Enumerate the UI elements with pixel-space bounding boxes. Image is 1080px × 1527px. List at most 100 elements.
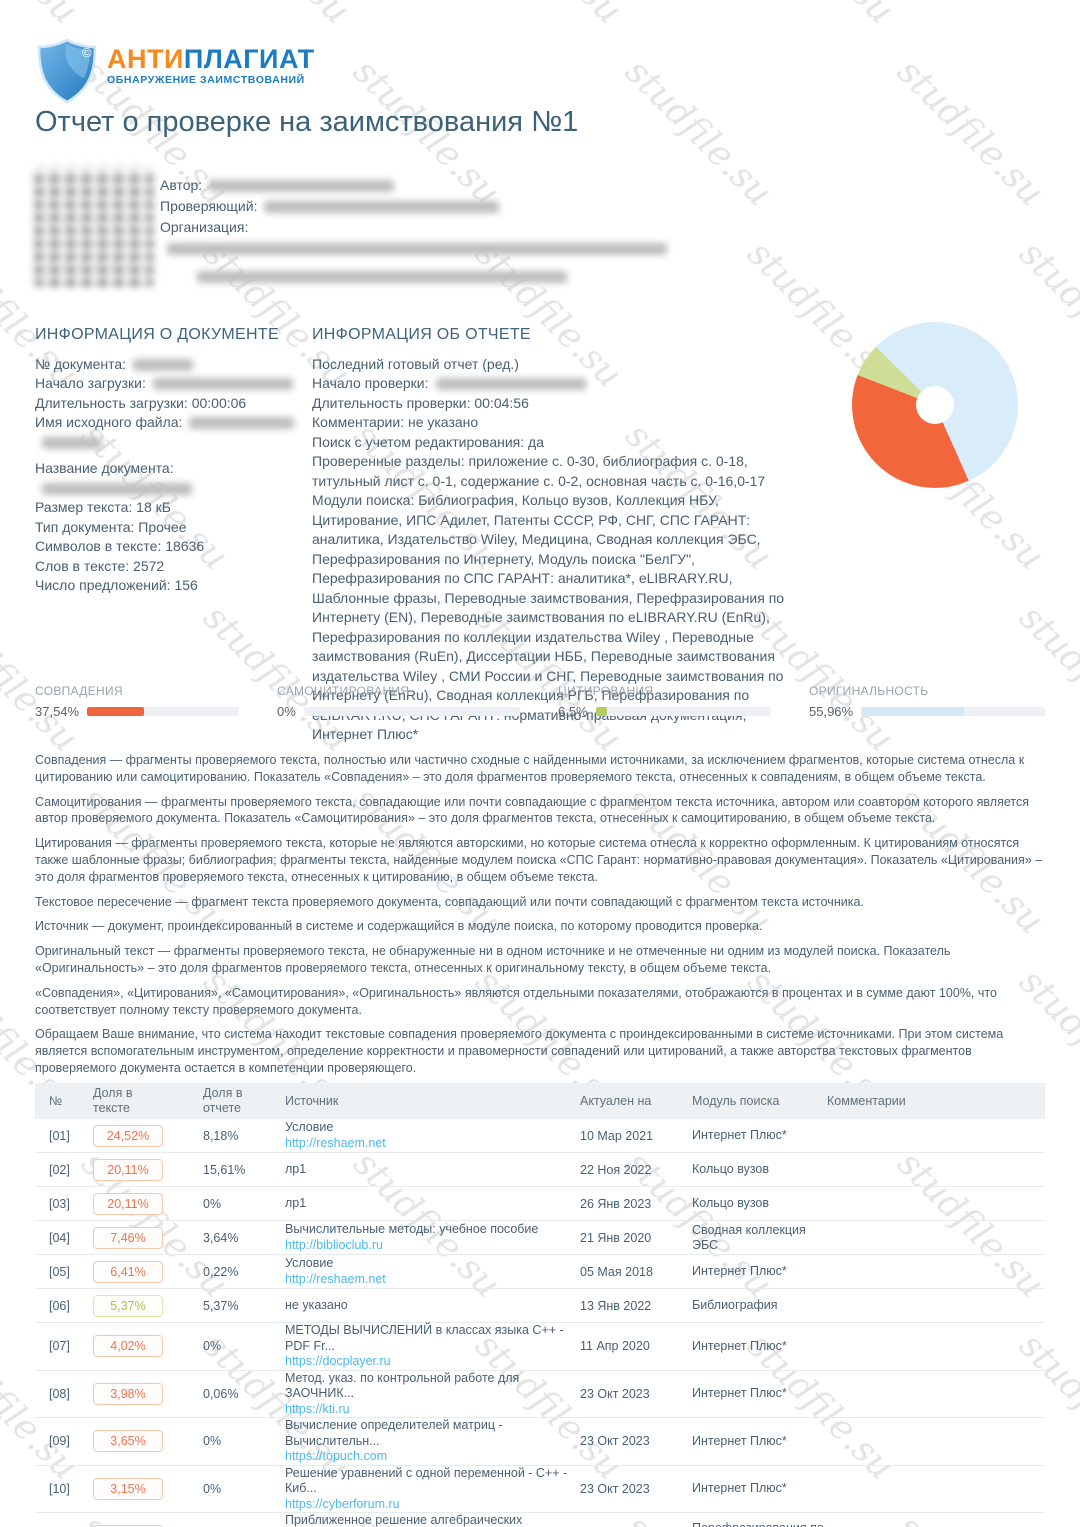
source-link[interactable]: https://kti.ru [285, 1401, 350, 1416]
info-label: Комментарии: [312, 414, 405, 430]
info-line: Проверенные разделы: приложение с. 0-30,… [312, 452, 809, 491]
share-in-text-cell: 3,13% [93, 1525, 203, 1527]
info-line: Тип документа: Прочее [35, 518, 301, 538]
actual-date: 05 Мая 2018 [580, 1264, 653, 1279]
source-title: лр1 [285, 1161, 307, 1176]
definition-paragraph: Оригинальный текст — фрагменты проверяем… [35, 944, 951, 975]
definition-paragraph: Обращаем Ваше внимание, что система нахо… [35, 1027, 1004, 1075]
source-cell: Метод. указ. по контрольной работе для З… [285, 1371, 580, 1418]
source-title: Вычислительные методы: учебное пособие [285, 1222, 539, 1236]
pie-donut-hole [916, 386, 954, 424]
share-in-report: 0% [203, 1481, 222, 1496]
redacted-value [209, 180, 395, 193]
share-in-report: 5,37% [203, 1298, 239, 1313]
info-line: Длительность проверки: 00:04:56 [312, 394, 809, 414]
metric-value: 55,96% [809, 704, 854, 719]
redacted-value [189, 417, 295, 430]
info-label: Символов в тексте: [35, 538, 162, 554]
info-label: Проверенные разделы: [312, 453, 465, 469]
source-link[interactable]: https://docplayer.ru [285, 1354, 391, 1368]
share-in-text-badge: 20,11% [93, 1158, 163, 1181]
share-in-text-badge: 5,37% [93, 1294, 163, 1317]
definition-paragraph: «Совпадения», «Цитирования», «Самоцитиро… [35, 985, 997, 1017]
metric-bar-track [861, 707, 1045, 716]
share-in-text-cell: 24,52% [93, 1124, 203, 1147]
info-line [190, 266, 735, 287]
section-heading: ИНФОРМАЦИЯ ОБ ОТЧЕТЕ [312, 326, 531, 343]
source-link[interactable]: http://reshaem.net [285, 1271, 386, 1286]
info-value: 00:04:56 [474, 394, 529, 411]
share-in-report: 3,64% [203, 1230, 239, 1245]
sources-table: № Доля в тексте Доля в отчете Источник Актуа… [35, 1083, 1045, 1527]
results-pie-chart [852, 322, 1018, 488]
metric-value: 0% [277, 704, 296, 719]
info-line: Поиск с учетом редактирования: да [312, 433, 809, 453]
search-module: Интернет Плюс* [692, 1481, 787, 1496]
source-cell: Условие http://reshaem.net [285, 1120, 580, 1151]
source-link[interactable]: http://reshaem.net [285, 1135, 386, 1150]
share-in-text-badge: 6,41% [93, 1260, 163, 1283]
shield-icon: © [35, 36, 99, 111]
info-line: Слов в тексте: 2572 [35, 557, 301, 577]
source-title: Условие [285, 1120, 334, 1134]
search-module: Интернет Плюс* [692, 1433, 787, 1448]
info-line: Модули поиска: Библиография, Кольцо вузо… [312, 491, 809, 745]
share-in-text-badge: 20,11% [93, 1192, 163, 1215]
document-info-section: ИНФОРМАЦИЯ О ДОКУМЕНТЕ № документа: Начал… [35, 325, 301, 596]
source-cell: не указано [285, 1298, 580, 1314]
metric-3: ЦИТИРОВАНИЯ 6,5% [558, 684, 809, 719]
info-label: Название документа: [35, 460, 174, 476]
source-number: [07] [49, 1339, 70, 1354]
source-title: лр1 [285, 1195, 307, 1210]
info-value: 18 кБ [136, 499, 171, 515]
info-label: Начало загрузки: [35, 375, 146, 391]
info-line: Размер текста: 18 кБ [35, 498, 301, 518]
source-link[interactable]: https://cyberforum.ru [285, 1496, 400, 1511]
search-module: Кольцо вузов [692, 1196, 770, 1210]
share-in-text-cell: 7,46% [93, 1226, 203, 1249]
column-header: Модуль поиска [692, 1093, 780, 1108]
metric-label: ЦИТИРОВАНИЯ [558, 684, 654, 698]
metric-bar-row: 55,96% [809, 704, 1045, 719]
column-header-text: Доля в тексте [93, 1086, 133, 1115]
share-in-text-badge: 3,65% [93, 1430, 163, 1453]
source-link[interactable]: http://biblioclub.ru [285, 1237, 383, 1252]
share-in-text-badge: 3,98% [93, 1382, 163, 1405]
redacted-value [133, 358, 194, 371]
info-label: Автор: [160, 177, 203, 193]
source-link[interactable]: https://topuch.com [285, 1449, 388, 1463]
column-header: № [49, 1094, 63, 1108]
actual-date: 21 Янв 2020 [580, 1230, 652, 1245]
redacted-value [152, 378, 293, 391]
source-cell: Решение уравнений с одной переменной - C… [285, 1466, 580, 1513]
redacted-value [42, 482, 192, 495]
table-row: [06] 5,37% 5,37% не указано 13 Янв 2022 Библи… [35, 1289, 1045, 1323]
source-title: Метод. указ. по контрольной работе для З… [285, 1370, 520, 1401]
metric-bar-row: 37,54% [35, 704, 239, 719]
share-in-text-cell: 3,65% [93, 1430, 203, 1453]
metrics-row: СОВПАДЕНИЯ 37,54% САМОЦИТИРОВАНИЯ 0% ЦИТИРОВ… [35, 684, 1045, 719]
source-title: Условие [285, 1256, 334, 1270]
column-header: Комментарии [827, 1094, 906, 1108]
share-in-text-cell: 5,37% [93, 1294, 203, 1317]
table-row: [08] 3,98% 0,06% Метод. указ. по контрольно… [35, 1371, 1045, 1418]
source-number: [05] [49, 1264, 70, 1279]
metric-bar-track [595, 707, 771, 716]
source-title: Решение уравнений с одной переменной - C… [285, 1465, 568, 1496]
source-title: Приближенное решение алгебраических урав… [285, 1513, 523, 1527]
search-module: Библиография [692, 1298, 778, 1312]
column-header-text: Доля в отчете [203, 1086, 243, 1115]
definition-paragraph: Совпадения — фрагменты проверяемого текс… [35, 753, 1025, 784]
info-label: Длительность проверки: [312, 394, 471, 411]
info-value: 18636 [165, 538, 205, 554]
info-label: Организация: [160, 219, 249, 235]
source-number: [09] [49, 1434, 70, 1449]
definition-paragraph: Самоцитирования — фрагменты проверяемого… [35, 794, 1029, 826]
table-row: [09] 3,65% 0% Вычисление определителей матр… [35, 1418, 1045, 1466]
source-number: [01] [49, 1128, 70, 1143]
search-module: Сводная коллекция ЭБС [692, 1222, 806, 1252]
source-title: не указано [285, 1297, 348, 1312]
metric-4: ОРИГИНАЛЬНОСТЬ 55,96% [809, 684, 1045, 719]
definition-paragraph: Текстовое пересечение — фрагмент текста … [35, 894, 864, 909]
column-header: Актуален на [580, 1094, 652, 1108]
